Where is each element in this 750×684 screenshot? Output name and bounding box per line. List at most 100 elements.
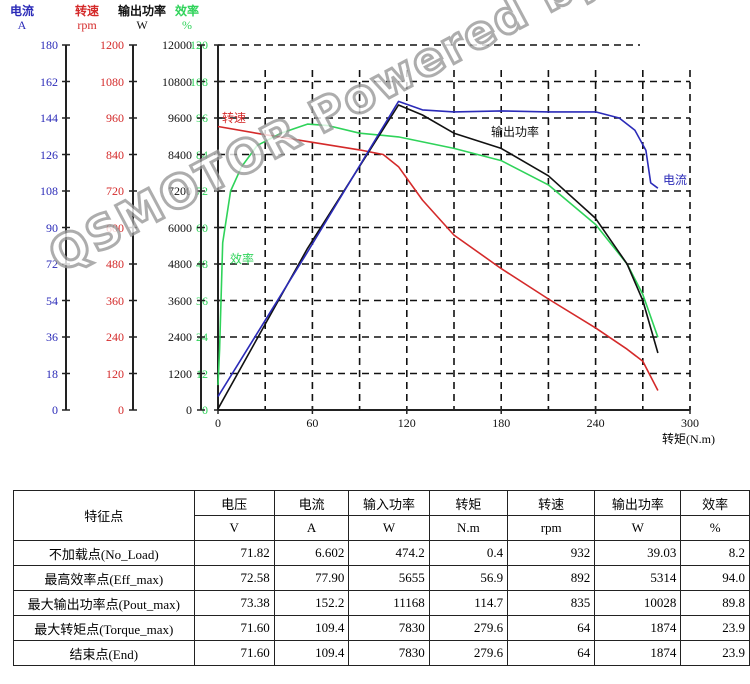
y-tick-label: 120 (106, 366, 124, 381)
x-tick-label: 60 (306, 416, 318, 430)
table-row: 不加载点(No_Load) 71.82 6.602 474.2 0.4 932 39.03 8… (13, 540, 750, 566)
table-cell: 7830 (348, 615, 430, 641)
table-cell: 94.0 (680, 565, 750, 591)
table-cell: 835 (507, 590, 596, 616)
table-cell: 8.2 (680, 540, 750, 566)
axis-unit: % (182, 18, 192, 32)
axis-name: 效率 (174, 4, 199, 18)
axis-header-speed: 转速 rpm (67, 4, 107, 32)
table-header-cell: 效率 (680, 490, 750, 516)
table-unit-cell: V (193, 515, 275, 541)
axis-header-output-power: 输出功率 W (110, 4, 174, 32)
table-header-cell: 转速 (507, 490, 596, 516)
table-cell: 39.03 (594, 540, 682, 566)
table-cell: 23.9 (680, 615, 750, 641)
table-cell: 71.82 (193, 540, 275, 566)
axis-name: 输出功率 (117, 4, 166, 18)
y-tick-label: 720 (106, 184, 124, 198)
y-tick-label: 6000 (168, 220, 192, 235)
axis-header-efficiency: 效率 % (170, 4, 204, 32)
y-tick-label: 36 (46, 330, 58, 344)
table-cell: 109.4 (273, 640, 350, 666)
y-tick-label: 2400 (168, 330, 192, 344)
y-tick-label: 18 (46, 366, 58, 381)
y-tick-label: 144 (40, 111, 58, 125)
table-header-cell: 输入功率 (348, 490, 430, 516)
table-header-cell: 电流 (273, 490, 350, 516)
y-tick-label: 180 (40, 38, 58, 52)
series-line-效率 (217, 123, 659, 386)
table-cell: 0.4 (428, 540, 509, 566)
table-cell: 152.2 (273, 590, 350, 616)
y-tick-label: 360 (106, 293, 124, 308)
y-tick-label: 126 (40, 147, 58, 162)
table-row-label: 结束点(End) (13, 640, 195, 666)
y-tick-label: 240 (106, 330, 124, 344)
y-tick-label: 840 (106, 147, 124, 162)
y-tick-label: 1080 (100, 74, 124, 89)
y-tick-label: 0 (52, 403, 58, 417)
y-tick-label: 162 (40, 74, 58, 89)
table-unit-cell: W (594, 515, 682, 541)
table-unit-cell: rpm (507, 515, 596, 541)
table-cell: 279.6 (428, 640, 509, 666)
table-cell: 64 (507, 615, 596, 641)
table-unit-cell: N.m (428, 515, 509, 541)
table-cell: 932 (507, 540, 596, 566)
y-tick-label: 480 (106, 257, 124, 271)
y-tick-label: 960 (106, 111, 124, 125)
table-header-cell: 输出功率 (594, 490, 682, 516)
y-tick-label: 3600 (168, 293, 192, 308)
label-output-power: 输出功率 (491, 124, 539, 139)
label-current: 电流 (663, 173, 687, 187)
table-row: 最高效率点(Eff_max) 72.58 77.90 5655 56.9 892 5314 9… (13, 565, 750, 591)
table-cell: 1874 (594, 615, 682, 641)
axis-header-current: 电流 A (2, 4, 42, 32)
table-cell: 5314 (594, 565, 682, 591)
table-cell: 279.6 (428, 615, 509, 641)
table-cell: 109.4 (273, 615, 350, 641)
axis-unit: A (17, 18, 27, 32)
x-tick-label: 240 (587, 416, 605, 430)
y-tick-label: 9600 (168, 111, 192, 125)
table-cell: 10028 (594, 590, 682, 616)
table-row: 最大转矩点(Torque_max) 71.60 109.4 7830 279.6 64 18… (13, 615, 750, 641)
y-tick-label: 8400 (168, 147, 192, 162)
table-cell: 23.9 (680, 640, 750, 666)
table-cell: 71.60 (193, 615, 275, 641)
table-header-row: 特征点 电压 电流 输入功率 转矩 转速 输出功率 效率 (13, 490, 750, 541)
table-cell: 77.90 (273, 565, 350, 591)
y-tick-label: 0 (186, 403, 192, 417)
table-row-label: 不加载点(No_Load) (13, 540, 195, 566)
y-tick-label: 1200 (168, 366, 192, 381)
table-row: 最大输出功率点(Pout_max) 73.38 152.2 11168 114.7 835… (13, 590, 750, 616)
table-cell: 1874 (594, 640, 682, 666)
table-cell: 64 (507, 640, 596, 666)
y-tick-label: 7200 (168, 184, 192, 198)
x-tick-label: 120 (398, 416, 416, 430)
table-cell: 6.602 (273, 540, 350, 566)
x-axis-label: 转矩(N.m) (662, 432, 715, 446)
y-tick-label: 90 (46, 220, 58, 235)
table-cell: 71.60 (193, 640, 275, 666)
table-cell: 5655 (348, 565, 430, 591)
table-header-cell: 电压 (193, 490, 275, 516)
table-cell: 11168 (348, 590, 430, 616)
y-tick-label: 54 (46, 293, 58, 308)
table-cell: 7830 (348, 640, 430, 666)
table-cell: 89.8 (680, 590, 750, 616)
table-unit-cell: W (348, 515, 430, 541)
axis-name: 电流 (9, 4, 34, 18)
table-cell: 72.58 (193, 565, 275, 591)
series-line-输出功率 (217, 104, 659, 410)
characteristics-table: 特征点 电压 电流 输入功率 转矩 转速 输出功率 效率 V A W N.m rpm W% 不加载点(No_… (13, 490, 750, 666)
y-tick-label: 108 (40, 184, 58, 198)
series-line-转速 (217, 125, 659, 391)
x-tick-label: 0 (215, 416, 221, 430)
table-header-cell: 特征点 (13, 490, 195, 541)
table-header-cell: 转矩 (428, 490, 509, 516)
table-cell: 56.9 (428, 565, 509, 591)
y-tick-label: 600 (106, 220, 124, 235)
y-tick-label: 4800 (168, 257, 192, 271)
